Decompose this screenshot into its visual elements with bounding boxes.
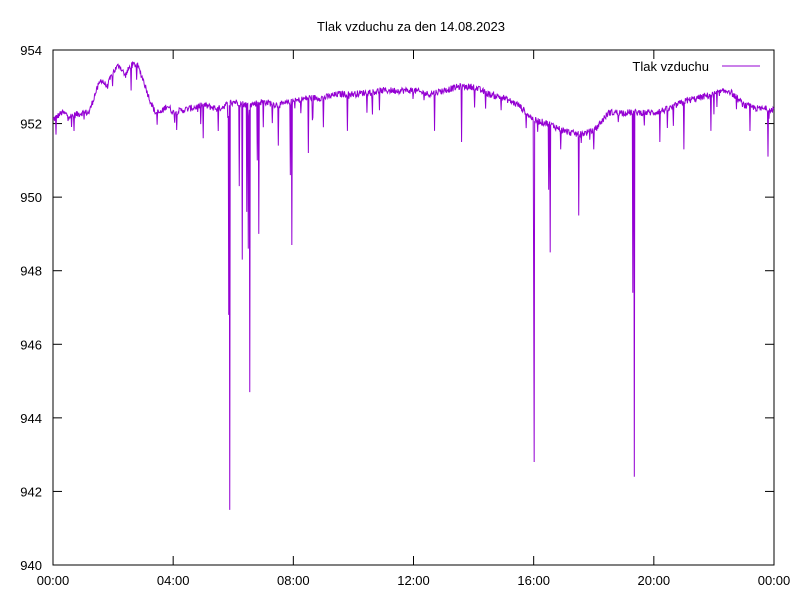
y-tick-label: 952 (20, 117, 42, 132)
legend-label: Tlak vzduchu (632, 59, 709, 74)
legend: Tlak vzduchu (632, 59, 760, 74)
tick-labels: 940 942 944 946 948 950 952 954 00:00 04:00 08:00 1… (20, 43, 790, 588)
y-tick-label: 946 (20, 337, 42, 352)
axes (52, 49, 775, 566)
y-tick-label: 940 (20, 558, 42, 573)
y-tick-label: 950 (20, 190, 42, 205)
x-tick-label: 04:00 (157, 573, 190, 588)
x-tick-label: 12:00 (397, 573, 430, 588)
x-tick-label: 00:00 (758, 573, 791, 588)
x-tick-label: 20:00 (638, 573, 671, 588)
x-tick-label: 00:00 (37, 573, 70, 588)
series-line-tlak-vzduchu (52, 61, 775, 510)
x-tick-label: 08:00 (277, 573, 310, 588)
chart-title: Tlak vzduchu za den 14.08.2023 (317, 19, 505, 34)
series-layer (52, 61, 775, 510)
plot-border (52, 49, 775, 566)
y-tick-label: 942 (20, 484, 42, 499)
y-tick-label: 948 (20, 264, 42, 279)
x-tick-label: 16:00 (517, 573, 550, 588)
y-tick-label: 944 (20, 411, 42, 426)
y-tick-label: 954 (20, 43, 42, 58)
